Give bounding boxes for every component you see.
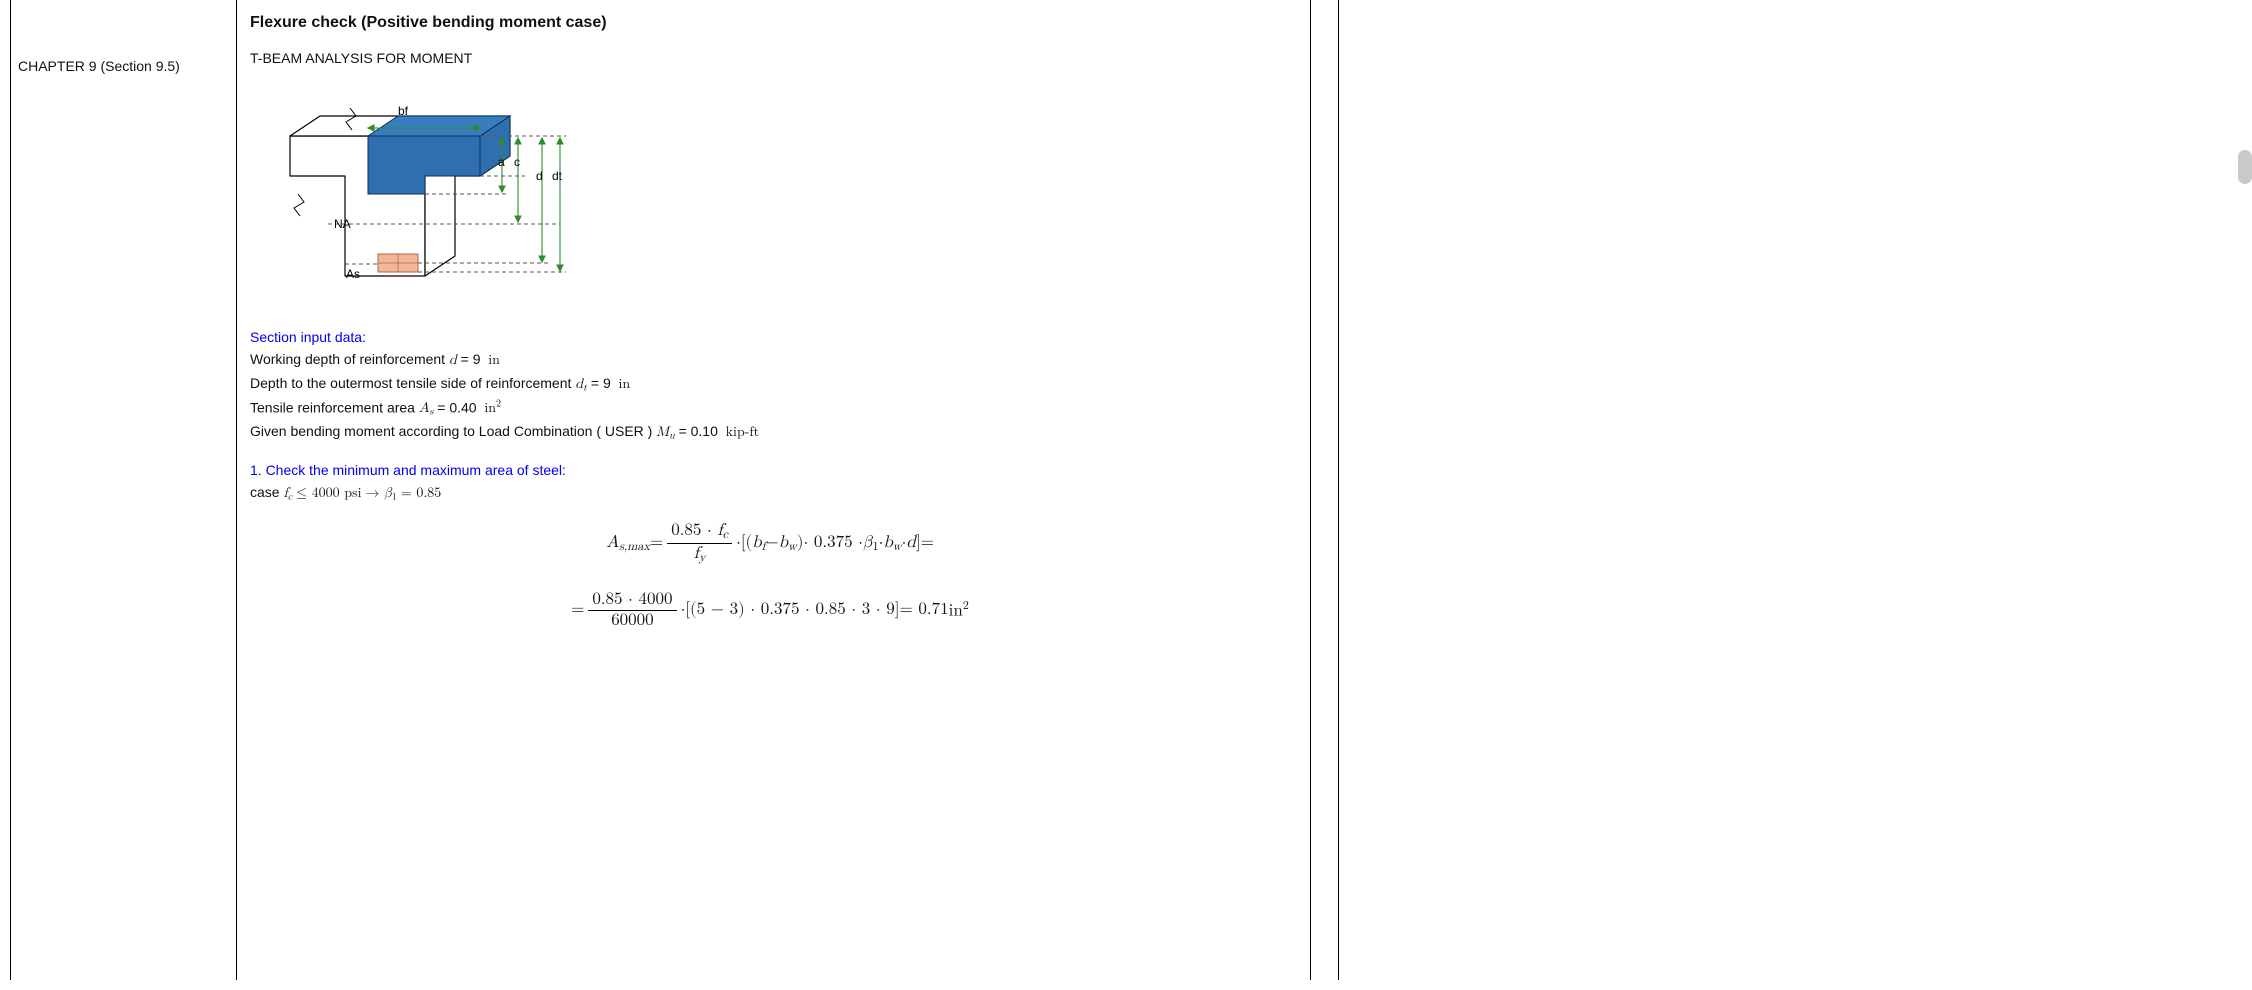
unit-kipft: kip-ft xyxy=(726,425,759,439)
step1-case-line: case fc ≤ 4000 psi → β1 = 0.85 xyxy=(250,482,1290,504)
input-line-mu: Given bending moment according to Load C… xyxy=(250,421,1290,443)
sym-fy-sub: y xyxy=(699,552,705,564)
text: Depth to the outermost tensile side of r… xyxy=(250,375,575,391)
sym-mu-base: M xyxy=(656,425,669,439)
text: = 9 xyxy=(591,375,615,391)
sym-bw2-base: b xyxy=(883,534,892,551)
unit-psi: psi xyxy=(344,486,361,500)
close-inner: ) xyxy=(797,533,804,553)
text: = 9 xyxy=(461,351,485,367)
unit-exp: 2 xyxy=(963,600,969,612)
main-content: Flexure check (Positive bending moment c… xyxy=(250,14,1290,655)
sym-beta-sub: 1 xyxy=(392,491,397,501)
input-line-as: Tensile reinforcement area As = 0.40 in2 xyxy=(250,397,1290,420)
t-beam-diagram: bf a c d dt NA As xyxy=(250,76,1290,309)
unit-base: in xyxy=(484,401,496,415)
rebar-block xyxy=(378,254,418,272)
sidebar: CHAPTER 9 (Section 9.5) xyxy=(18,58,228,74)
input-line-dt: Depth to the outermost tensile side of r… xyxy=(250,373,1290,395)
rule-line-2 xyxy=(236,0,237,980)
section-title: Flexure check (Positive bending moment c… xyxy=(250,14,1290,32)
num-text: 0.85 · xyxy=(671,522,717,539)
sym-bw2-sub: w xyxy=(893,541,902,553)
unit-in2: in2 xyxy=(484,401,501,415)
equals-result: = 0.71 xyxy=(900,600,949,620)
bracket-open: [( xyxy=(741,533,752,553)
unit-in2: in2 xyxy=(949,599,969,622)
bracket: [(5 − 3) · 0.375 · 0.85 · 3 · 9] xyxy=(685,600,899,620)
label-dt: dt xyxy=(552,169,563,183)
rule-line-1 xyxy=(10,0,11,980)
sym-mu-sub: u xyxy=(669,431,675,441)
equation-asmax-symbolic: As,max = 0.85 · fc fy · [( bf − bw ) · 0… xyxy=(250,522,1290,565)
label-na: NA xyxy=(334,217,351,231)
sym-d: d xyxy=(449,353,457,367)
sym-bw-base: b xyxy=(779,534,788,551)
text: case xyxy=(250,484,283,500)
text: Working depth of reinforcement xyxy=(250,351,449,367)
page-root: CHAPTER 9 (Section 9.5) Flexure check (P… xyxy=(0,0,2252,990)
input-line-d: Working depth of reinforcement d = 9 in xyxy=(250,349,1290,370)
chapter-reference: CHAPTER 9 (Section 9.5) xyxy=(18,58,228,74)
t-beam-svg: bf a c d dt NA As xyxy=(250,76,580,306)
sym-dt-sub: t xyxy=(583,382,587,392)
fraction: 0.85 · 4000 60000 xyxy=(588,591,676,630)
lead-eq: = xyxy=(571,600,584,620)
section-subtitle: T-BEAM ANALYSIS FOR MOMENT xyxy=(250,50,1290,66)
num: 0.85 · 4000 xyxy=(588,591,676,611)
text: Given bending moment according to Load C… xyxy=(250,423,656,439)
sym-beta-base: β xyxy=(384,486,392,500)
label-as: As xyxy=(346,267,360,281)
step1-heading: 1. Check the minimum and maximum area of… xyxy=(250,460,1290,480)
equation-asmax-numeric: = 0.85 · 4000 60000 · [(5 − 3) · 0.375 ·… xyxy=(250,591,1290,630)
text: = 0.40 xyxy=(437,399,480,415)
fraction: 0.85 · fc fy xyxy=(667,522,732,565)
sym-dt-base: d xyxy=(575,377,583,391)
rule-line-4 xyxy=(1338,0,1339,980)
sym-smax: s,max xyxy=(619,541,650,553)
text: = 0.85 xyxy=(401,486,441,500)
sym-bw-sub: w xyxy=(788,541,797,553)
unit-in: in xyxy=(488,353,500,367)
text: ≤ 4000 xyxy=(296,486,344,500)
unit-in: in xyxy=(619,377,631,391)
sym-bf-base: b xyxy=(752,534,761,551)
label-a: a xyxy=(498,155,505,169)
eq-sign: = xyxy=(650,533,663,553)
sym-A: A xyxy=(606,534,619,551)
text: Tensile reinforcement area xyxy=(250,399,419,415)
rule-line-3 xyxy=(1310,0,1311,980)
unit-base: in xyxy=(949,602,963,619)
sym-fc-sub: c xyxy=(723,529,728,541)
text: = 0.10 xyxy=(679,423,722,439)
label-bf: bf xyxy=(398,104,409,118)
label-c: c xyxy=(514,155,520,169)
label-d: d xyxy=(536,169,543,183)
arrow-icon: → xyxy=(365,486,384,500)
sym-d: d xyxy=(906,533,915,553)
sym-fc-sub: c xyxy=(288,491,292,501)
sym-as-base: A xyxy=(419,401,430,415)
input-data-heading: Section input data: xyxy=(250,327,1290,347)
times1: · 0.375 · xyxy=(804,533,863,553)
unit-exp: 2 xyxy=(496,399,501,409)
minus: − xyxy=(765,533,778,553)
scrollbar-thumb[interactable] xyxy=(2238,150,2252,184)
den: 60000 xyxy=(607,611,658,630)
trailing-eq: = xyxy=(921,533,934,553)
sym-as-sub: s xyxy=(429,407,433,417)
